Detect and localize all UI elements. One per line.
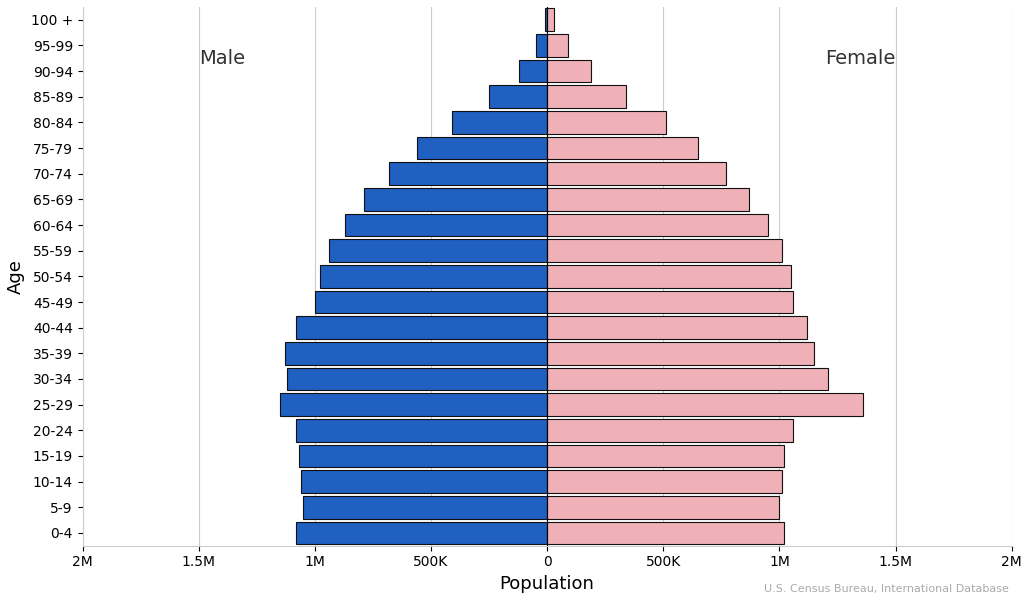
Bar	[320, 265, 547, 287]
Bar	[547, 342, 814, 365]
Bar	[547, 163, 726, 185]
Bar	[547, 394, 863, 416]
Bar	[285, 342, 547, 365]
Text: Male: Male	[199, 49, 245, 68]
Bar	[547, 496, 779, 518]
Bar	[547, 85, 626, 108]
Bar	[363, 188, 547, 211]
X-axis label: Population: Population	[500, 575, 595, 593]
Bar	[329, 239, 547, 262]
Bar	[296, 316, 547, 339]
Bar	[389, 163, 547, 185]
Bar	[535, 34, 547, 57]
Bar	[345, 214, 547, 236]
Bar	[544, 8, 547, 31]
Text: U.S. Census Bureau, International Database: U.S. Census Bureau, International Databa…	[764, 584, 1008, 594]
Bar	[296, 521, 547, 544]
Bar	[298, 445, 547, 467]
Bar	[520, 60, 547, 82]
Bar	[296, 419, 547, 442]
Bar	[547, 60, 592, 82]
Y-axis label: Age: Age	[7, 259, 25, 294]
Bar	[547, 34, 568, 57]
Text: Female: Female	[825, 49, 895, 68]
Bar	[547, 111, 666, 134]
Bar	[287, 368, 547, 390]
Bar	[547, 214, 768, 236]
Bar	[280, 394, 547, 416]
Bar	[304, 496, 547, 518]
Bar	[547, 419, 793, 442]
Bar	[547, 265, 791, 287]
Bar	[315, 291, 547, 313]
Bar	[547, 368, 828, 390]
Bar	[547, 445, 784, 467]
Bar	[547, 521, 784, 544]
Bar	[547, 137, 698, 160]
Bar	[417, 137, 547, 160]
Bar	[547, 8, 554, 31]
Bar	[547, 316, 808, 339]
Bar	[452, 111, 547, 134]
Bar	[547, 470, 782, 493]
Bar	[547, 188, 749, 211]
Bar	[547, 239, 782, 262]
Bar	[300, 470, 547, 493]
Bar	[547, 291, 793, 313]
Bar	[489, 85, 547, 108]
